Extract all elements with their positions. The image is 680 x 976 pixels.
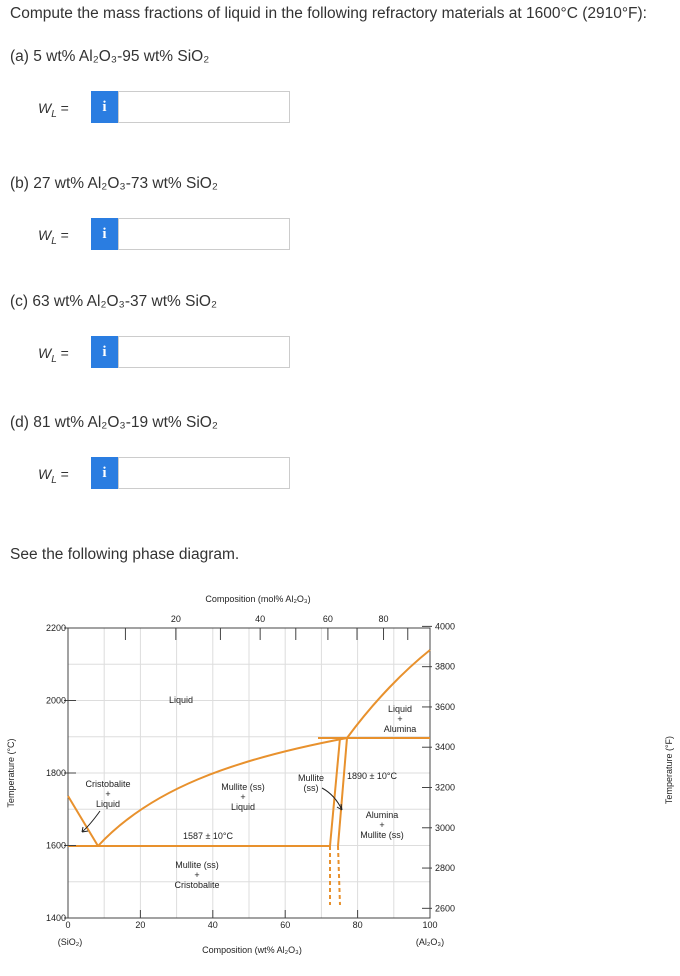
left-tick-label: 1600 (46, 841, 66, 851)
right-end-label: (Al₂O₃) (416, 937, 444, 947)
variable: W (38, 466, 52, 482)
right-tick-label: 3400 (435, 742, 455, 752)
arrows (81, 787, 343, 833)
eutectic-label: 1587 ± 10°C (183, 831, 234, 841)
equals: = (60, 100, 69, 116)
left-end-label: (SiO₂) (58, 937, 83, 947)
info-button[interactable]: i (91, 218, 118, 250)
region-label: Mullite (ss) (221, 782, 265, 792)
region-label: Mullite (ss) (360, 830, 404, 840)
left-tick-label: 2000 (46, 696, 66, 706)
part-label: (b) 27 wt% Al₂O₃-73 wt% SiO₂ (10, 175, 218, 192)
variable: W (38, 100, 52, 116)
part-label: (c) 63 wt% Al₂O₃-37 wt% SiO₂ (10, 293, 217, 310)
top-tick-label: 20 (171, 614, 181, 624)
info-button[interactable]: i (91, 91, 118, 123)
mullite-left (329, 737, 341, 847)
region-label: + (240, 792, 245, 802)
variable: W (38, 345, 52, 361)
region-label: (ss) (304, 783, 319, 793)
subscript: L (51, 474, 57, 486)
top-tick-label: 60 (323, 614, 333, 624)
region-label: + (379, 820, 384, 830)
peritectic-label: 1890 ± 10°C (347, 771, 398, 781)
answer-label: WL = (38, 227, 69, 247)
answer-input[interactable] (118, 91, 290, 123)
bottom-tick-label: 20 (135, 920, 145, 930)
part-label: (d) 81 wt% Al₂O₃-19 wt% SiO₂ (10, 414, 218, 431)
subscript: L (51, 108, 57, 120)
grid (68, 628, 430, 918)
right-tick-label: 3000 (435, 823, 455, 833)
bottom-tick-label: 100 (422, 920, 437, 930)
bottom-tick-label: 0 (65, 920, 70, 930)
region-label: Liquid (96, 799, 120, 809)
right-tick-label: 3200 (435, 783, 455, 793)
equals: = (60, 466, 69, 482)
subscript: L (51, 235, 57, 247)
alumina-liquidus (346, 649, 431, 739)
region-liquid: Liquid (169, 695, 193, 705)
bottom-tick-label: 60 (280, 920, 290, 930)
right-tick-label: 3800 (435, 662, 455, 672)
region-label: Alumina (384, 724, 417, 734)
region-label: Mullite (ss) (175, 860, 219, 870)
right-tick-label: 2600 (435, 903, 455, 913)
phase-boundaries (67, 649, 431, 906)
see-diagram: See the following phase diagram. (10, 546, 240, 563)
variable: W (38, 227, 52, 243)
left-axis-title: Temperature (°C) (6, 738, 16, 807)
region-label: Cristobalite (85, 779, 130, 789)
right-axis-title: Temperature (°F) (664, 736, 674, 804)
mullite-right (337, 737, 348, 847)
right-tick-label: 4000 (435, 621, 455, 631)
part-label: (a) 5 wt% Al₂O₃-95 wt% SiO₂ (10, 48, 210, 65)
equals: = (60, 345, 69, 361)
region-label: + (194, 870, 199, 880)
region-label: Liquid (388, 704, 412, 714)
answer-input[interactable] (118, 336, 290, 368)
info-button[interactable]: i (91, 457, 118, 489)
equals: = (60, 227, 69, 243)
mullite-liquidus (97, 737, 348, 847)
left-tick-label: 2200 (46, 623, 66, 633)
top-tick-label: 80 (379, 614, 389, 624)
answer-input[interactable] (118, 218, 290, 250)
region-label: + (105, 789, 110, 799)
info-button[interactable]: i (91, 336, 118, 368)
right-tick-label: 3600 (435, 702, 455, 712)
top-axis-title: Composition (mol% Al₂O₃) (205, 594, 310, 604)
region-label: Mullite (298, 773, 324, 783)
left-tick-label: 1800 (46, 768, 66, 778)
region-label: Alumina (366, 810, 399, 820)
answer-label: WL = (38, 100, 69, 120)
bottom-tick-label: 40 (208, 920, 218, 930)
bottom-axis-title: Composition (wt% Al₂O₃) (202, 945, 302, 955)
left-tick-label: 1400 (46, 913, 66, 923)
answer-label: WL = (38, 345, 69, 365)
bottom-tick-label: 80 (353, 920, 363, 930)
answer-label: WL = (38, 466, 69, 486)
region-label: Liquid (231, 802, 255, 812)
region-label: Cristobalite (174, 880, 219, 890)
question: Compute the mass fractions of liquid in … (10, 5, 647, 22)
region-label: + (397, 714, 402, 724)
phase-diagram: Composition (mol% Al₂O₃) Composition (wt… (6, 594, 674, 955)
answer-input[interactable] (118, 457, 290, 489)
top-tick-label: 40 (255, 614, 265, 624)
right-tick-label: 2800 (435, 863, 455, 873)
cristobalite-liquidus (67, 795, 99, 847)
subscript: L (51, 353, 57, 365)
mullite-dashed (329, 845, 341, 906)
